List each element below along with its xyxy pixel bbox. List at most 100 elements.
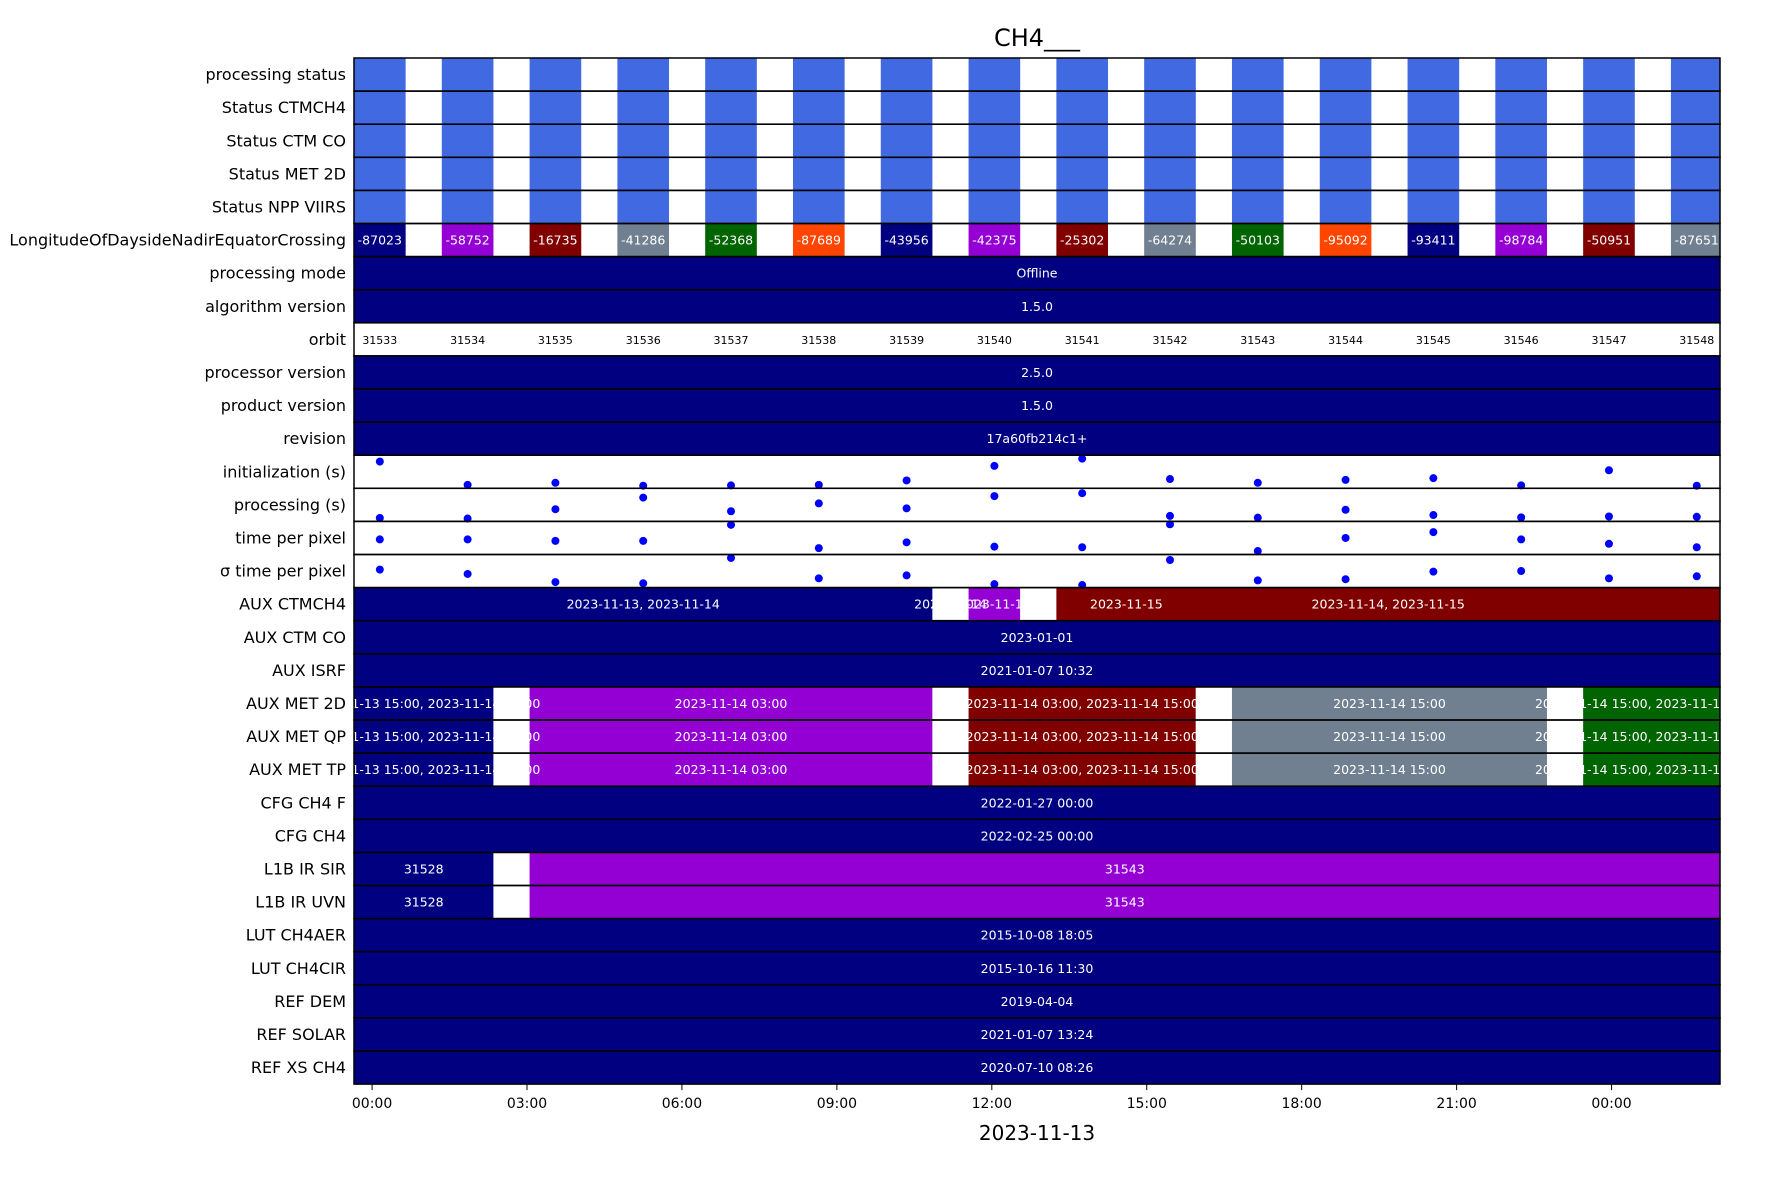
row-processing-s-point <box>1341 505 1350 514</box>
row-revision-value: 17a60fb214c1+ <box>987 431 1088 446</box>
row-ref-xs-ch4-label: REF XS CH4 <box>251 1058 346 1077</box>
row-aux-ctmch4-segment <box>354 587 933 621</box>
row-aux-ctmch4-segment-label: 2023-11-14 <box>958 597 1031 612</box>
row-time-per-pixel-point <box>727 553 736 562</box>
row-status-met-2d-orbit-bar <box>1495 157 1547 191</box>
row-aux-met-qp-segment <box>932 720 969 754</box>
row-initialization-s-point <box>1253 478 1262 487</box>
row-aux-met-tp-label: AUX MET TP <box>249 760 346 779</box>
row-time-per-pixel-point <box>902 538 911 547</box>
row-status-ctmch4-orbit-bar <box>968 91 1021 125</box>
row-aux-ctm-co-bar <box>354 620 1720 654</box>
row-status-ctmch4-orbit-bar <box>529 91 582 125</box>
row-status-npp-viirs-orbit-bar <box>880 190 933 224</box>
row-status-ctm-co-orbit-bar <box>354 124 406 158</box>
row-time-per-pixel-point <box>1165 555 1174 564</box>
row-status-npp-viirs-orbit-bar <box>1407 190 1460 224</box>
row-labels: processing status Status CTMCH4 Status CTM… <box>9 65 346 1077</box>
row-status-met-2d-orbit-bar <box>705 157 757 191</box>
row-status-met-2d-orbit-bar <box>1583 157 1635 191</box>
row-aux-met-2d-segment-label: 2023-11-13 15:00, 2023-11-14 03:00 <box>307 696 540 711</box>
row-status-met-2d-orbit-bar <box>792 157 845 191</box>
row-orbit-value: 31542 <box>1152 334 1187 347</box>
row-processing-mode-value: Offline <box>1016 266 1057 281</box>
row-longitudeofdaysidenadirequatorcrossing-value: -93411 <box>1411 233 1455 248</box>
row-product-version-label: product version <box>221 396 346 415</box>
row-processing-status-orbit-bar <box>1056 58 1109 92</box>
row-time-per-pixel-point <box>814 544 823 553</box>
row-initialization-s-point <box>1078 454 1087 463</box>
row-longitudeofdaysidenadirequatorcrossing-value: -58752 <box>445 233 489 248</box>
row-l1b-ir-uvn-segment <box>493 885 530 919</box>
row-status-ctm-co-label: Status CTM CO <box>226 131 346 150</box>
row-time-per-pixel-point <box>375 565 384 574</box>
row-aux-met-tp-segment <box>1546 753 1584 787</box>
row-aux-met-qp-segment <box>1546 720 1584 754</box>
row-status-ctmch4-orbit-bar <box>1231 91 1284 125</box>
row-aux-met-tp-segment-label: 2023-11-14 15:00, 2023-11-15 03:00 <box>1535 762 1768 777</box>
row-status-ctm-co-orbit-bar <box>1319 124 1372 158</box>
x-tick-label: 18:00 <box>1281 1096 1321 1112</box>
row-ref-solar-label: REF SOLAR <box>256 1025 346 1044</box>
row-time-per-pixel-point <box>1692 543 1701 552</box>
row-status-ctmch4-orbit-bar <box>1495 91 1547 125</box>
row-processing-status-orbit-bar <box>441 58 494 92</box>
row-l1b-ir-sir-label: L1B IR SIR <box>264 859 346 878</box>
row-aux-met-2d-label: AUX MET 2D <box>246 694 346 713</box>
row-status-ctm-co-orbit-bar <box>1231 124 1284 158</box>
row-longitudeofdaysidenadirequatorcrossing-value: -50951 <box>1587 233 1631 248</box>
row-processing-s-point <box>1165 511 1174 520</box>
row-orbit-value: 31543 <box>1240 334 1275 347</box>
row-orbit-label: orbit <box>309 330 346 349</box>
row-aux-met-tp-segment <box>932 753 969 787</box>
row-status-ctm-co-orbit-bar <box>880 124 933 158</box>
row-status-ctmch4-orbit-bar <box>880 91 933 125</box>
row-status-ctmch4-orbit-bar <box>354 91 406 125</box>
row-processing-s-point <box>375 513 384 522</box>
row-cfg-ch4-bar <box>354 819 1720 853</box>
row-processing-status-orbit-bar <box>968 58 1021 92</box>
row-aux-met-tp-segment <box>968 753 1196 787</box>
row-orbit-value: 31535 <box>538 334 573 347</box>
row-processing-s-point <box>1429 511 1438 520</box>
row-aux-isrf-value: 2021-01-07 10:32 <box>981 663 1094 678</box>
row-orbit-value: 31544 <box>1328 334 1363 347</box>
row-initialization-s-point <box>814 480 823 489</box>
row-processor-version-label: processor version <box>204 363 346 382</box>
row-cfg-ch4-f-label: CFG CH4 F <box>260 793 346 812</box>
row-aux-ctmch4-segment-label: 2023-11-15 <box>1090 597 1163 612</box>
row-status-ctmch4-orbit-bar <box>441 91 494 125</box>
x-tick-label: 00:00 <box>1591 1096 1631 1112</box>
row-status-npp-viirs-orbit-bar <box>1670 190 1720 224</box>
row-processing-s-label: processing (s) <box>234 495 346 514</box>
row-time-per-pixel-point <box>375 535 384 544</box>
row-longitudeofdaysidenadirequatorcrossing-orbit-bar <box>705 223 757 257</box>
row-time-per-pixel-point <box>1341 575 1350 584</box>
row-lut-ch4cir-bar <box>354 951 1720 985</box>
row-longitudeofdaysidenadirequatorcrossing-orbit-bar <box>1583 223 1635 257</box>
row-aux-met-qp-segment <box>529 720 933 754</box>
row-status-npp-viirs-orbit-bar <box>441 190 494 224</box>
row-aux-met-qp-segment <box>1583 720 1720 754</box>
row-status-met-2d-label: Status MET 2D <box>229 164 346 183</box>
row-longitudeofdaysidenadirequatorcrossing-orbit-bar <box>617 223 670 257</box>
row-processing-status-orbit-bar <box>529 58 582 92</box>
row-aux-ctmch4-segment-label: 2023-11-13, 2023-11-14 <box>567 597 720 612</box>
row-status-ctm-co-orbit-bar <box>705 124 757 158</box>
row-processing-s-point <box>1253 513 1262 522</box>
row-lut-ch4cir-value: 2015-10-16 11:30 <box>981 961 1094 976</box>
row-status-npp-viirs-orbit-bar <box>705 190 757 224</box>
row-longitudeofdaysidenadirequatorcrossing-value: -16735 <box>533 233 577 248</box>
row-longitudeofdaysidenadirequatorcrossing-value: -52368 <box>709 233 753 248</box>
row-longitudeofdaysidenadirequatorcrossing-value: -43956 <box>884 233 928 248</box>
row-initialization-s-point <box>1429 474 1438 483</box>
row-status-ctm-co-orbit-bar <box>441 124 494 158</box>
row-processor-version-value: 2.5.0 <box>1021 365 1053 380</box>
row-processing-s-point <box>463 514 472 523</box>
row-time-per-pixel-point <box>1429 567 1438 576</box>
row-time-per-pixel-point <box>902 571 911 580</box>
row-time-per-pixel-point <box>990 580 999 589</box>
row-orbit-value: 31546 <box>1504 334 1539 347</box>
row-status-met-2d-orbit-bar <box>1407 157 1460 191</box>
row-time-per-pixel-label: σ time per pixel <box>220 562 346 581</box>
